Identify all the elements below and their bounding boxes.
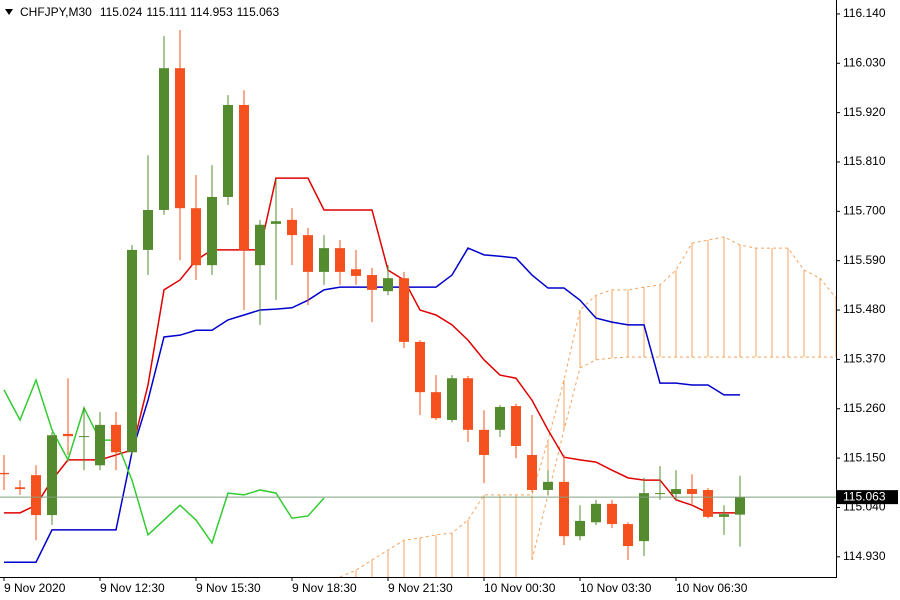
y-tick-label: 116.030 (843, 55, 886, 69)
x-tick-label: 9 Nov 2020 (4, 581, 66, 595)
candle-body (207, 196, 217, 266)
x-tick-label: 9 Nov 18:30 (292, 581, 357, 595)
current-price-box (836, 490, 898, 505)
candle-body (111, 424, 121, 453)
y-tick-label: 115.260 (843, 401, 886, 415)
candle-body (399, 278, 409, 342)
candle-body (607, 503, 617, 525)
header-open: 115.024 (100, 5, 143, 19)
candle-body (351, 269, 361, 276)
candle-body (479, 429, 489, 455)
candle-body (639, 493, 649, 542)
menu-arrow[interactable] (5, 9, 13, 15)
candle-body (415, 341, 425, 393)
y-tick-label: 115.700 (843, 203, 886, 217)
candle-body (655, 493, 665, 495)
candle-body (239, 104, 249, 250)
y-tick-label: 114.930 (843, 549, 886, 563)
indicator-line (4, 177, 740, 514)
y-tick-label: 115.590 (843, 253, 886, 267)
x-tick-label: 10 Nov 06:30 (676, 581, 748, 595)
symbol: CHFJPY,M30 (20, 5, 92, 19)
candle-body (31, 475, 41, 516)
y-tick-label: 115.480 (843, 302, 886, 316)
candle-body (223, 104, 233, 197)
x-tick-label: 9 Nov 21:30 (388, 581, 453, 595)
x-tick-label: 10 Nov 03:30 (580, 581, 652, 595)
candle-body (175, 68, 185, 209)
candle-body (15, 487, 25, 490)
candle-body (527, 454, 537, 490)
candle-body (255, 224, 265, 266)
candle-body (383, 278, 393, 292)
candle-body (143, 209, 153, 250)
span-b (531, 356, 836, 561)
candle-body (95, 424, 105, 466)
candle-body (79, 436, 89, 438)
chart-header: CHFJPY,M30 115.024 115.111 114.953 115.063 (20, 5, 279, 19)
indicator-line (3, 377, 325, 545)
candle-body (591, 503, 601, 523)
span-a (339, 236, 837, 578)
candle-body (671, 489, 681, 494)
candle-body (191, 208, 201, 266)
y-tick-label: 115.810 (843, 154, 886, 168)
candle-body (703, 489, 713, 517)
candle-body (319, 248, 329, 272)
candle-body (431, 392, 441, 419)
candle-body (719, 514, 729, 517)
candle-body (367, 275, 377, 290)
candle-body (463, 378, 473, 430)
y-tick-label: 116.140 (843, 6, 886, 20)
candle-body (447, 378, 457, 420)
y-tick-label: 115.370 (843, 352, 886, 366)
header-low: 114.953 (190, 5, 233, 19)
candle-body (511, 406, 521, 446)
candle-body (335, 248, 345, 272)
x-tick-label: 10 Nov 00:30 (484, 581, 556, 595)
current-price-label: 115.063 (843, 489, 886, 503)
candle-body (575, 520, 585, 537)
candle-body (0, 472, 9, 475)
candle-body (735, 497, 745, 515)
plot-area (0, 30, 837, 578)
header-close: 115.063 (237, 5, 280, 19)
candle-body (623, 524, 633, 547)
candle-body (495, 406, 505, 430)
candle-body (159, 68, 169, 210)
y-tick-label: 115.150 (843, 450, 886, 464)
x-tick-label: 9 Nov 12:30 (100, 581, 165, 595)
x-tick-label: 9 Nov 15:30 (196, 581, 261, 595)
candle-body (63, 433, 73, 437)
candle-body (303, 235, 313, 272)
header-high: 115.111 (146, 5, 187, 19)
candle-body (287, 219, 297, 236)
candle-body (127, 249, 137, 453)
y-tick-label: 115.920 (843, 105, 886, 119)
candle-body (47, 435, 57, 516)
candle-body (543, 481, 553, 490)
candle-body (559, 481, 569, 537)
candle-body (687, 489, 697, 494)
candle-body (271, 221, 281, 224)
